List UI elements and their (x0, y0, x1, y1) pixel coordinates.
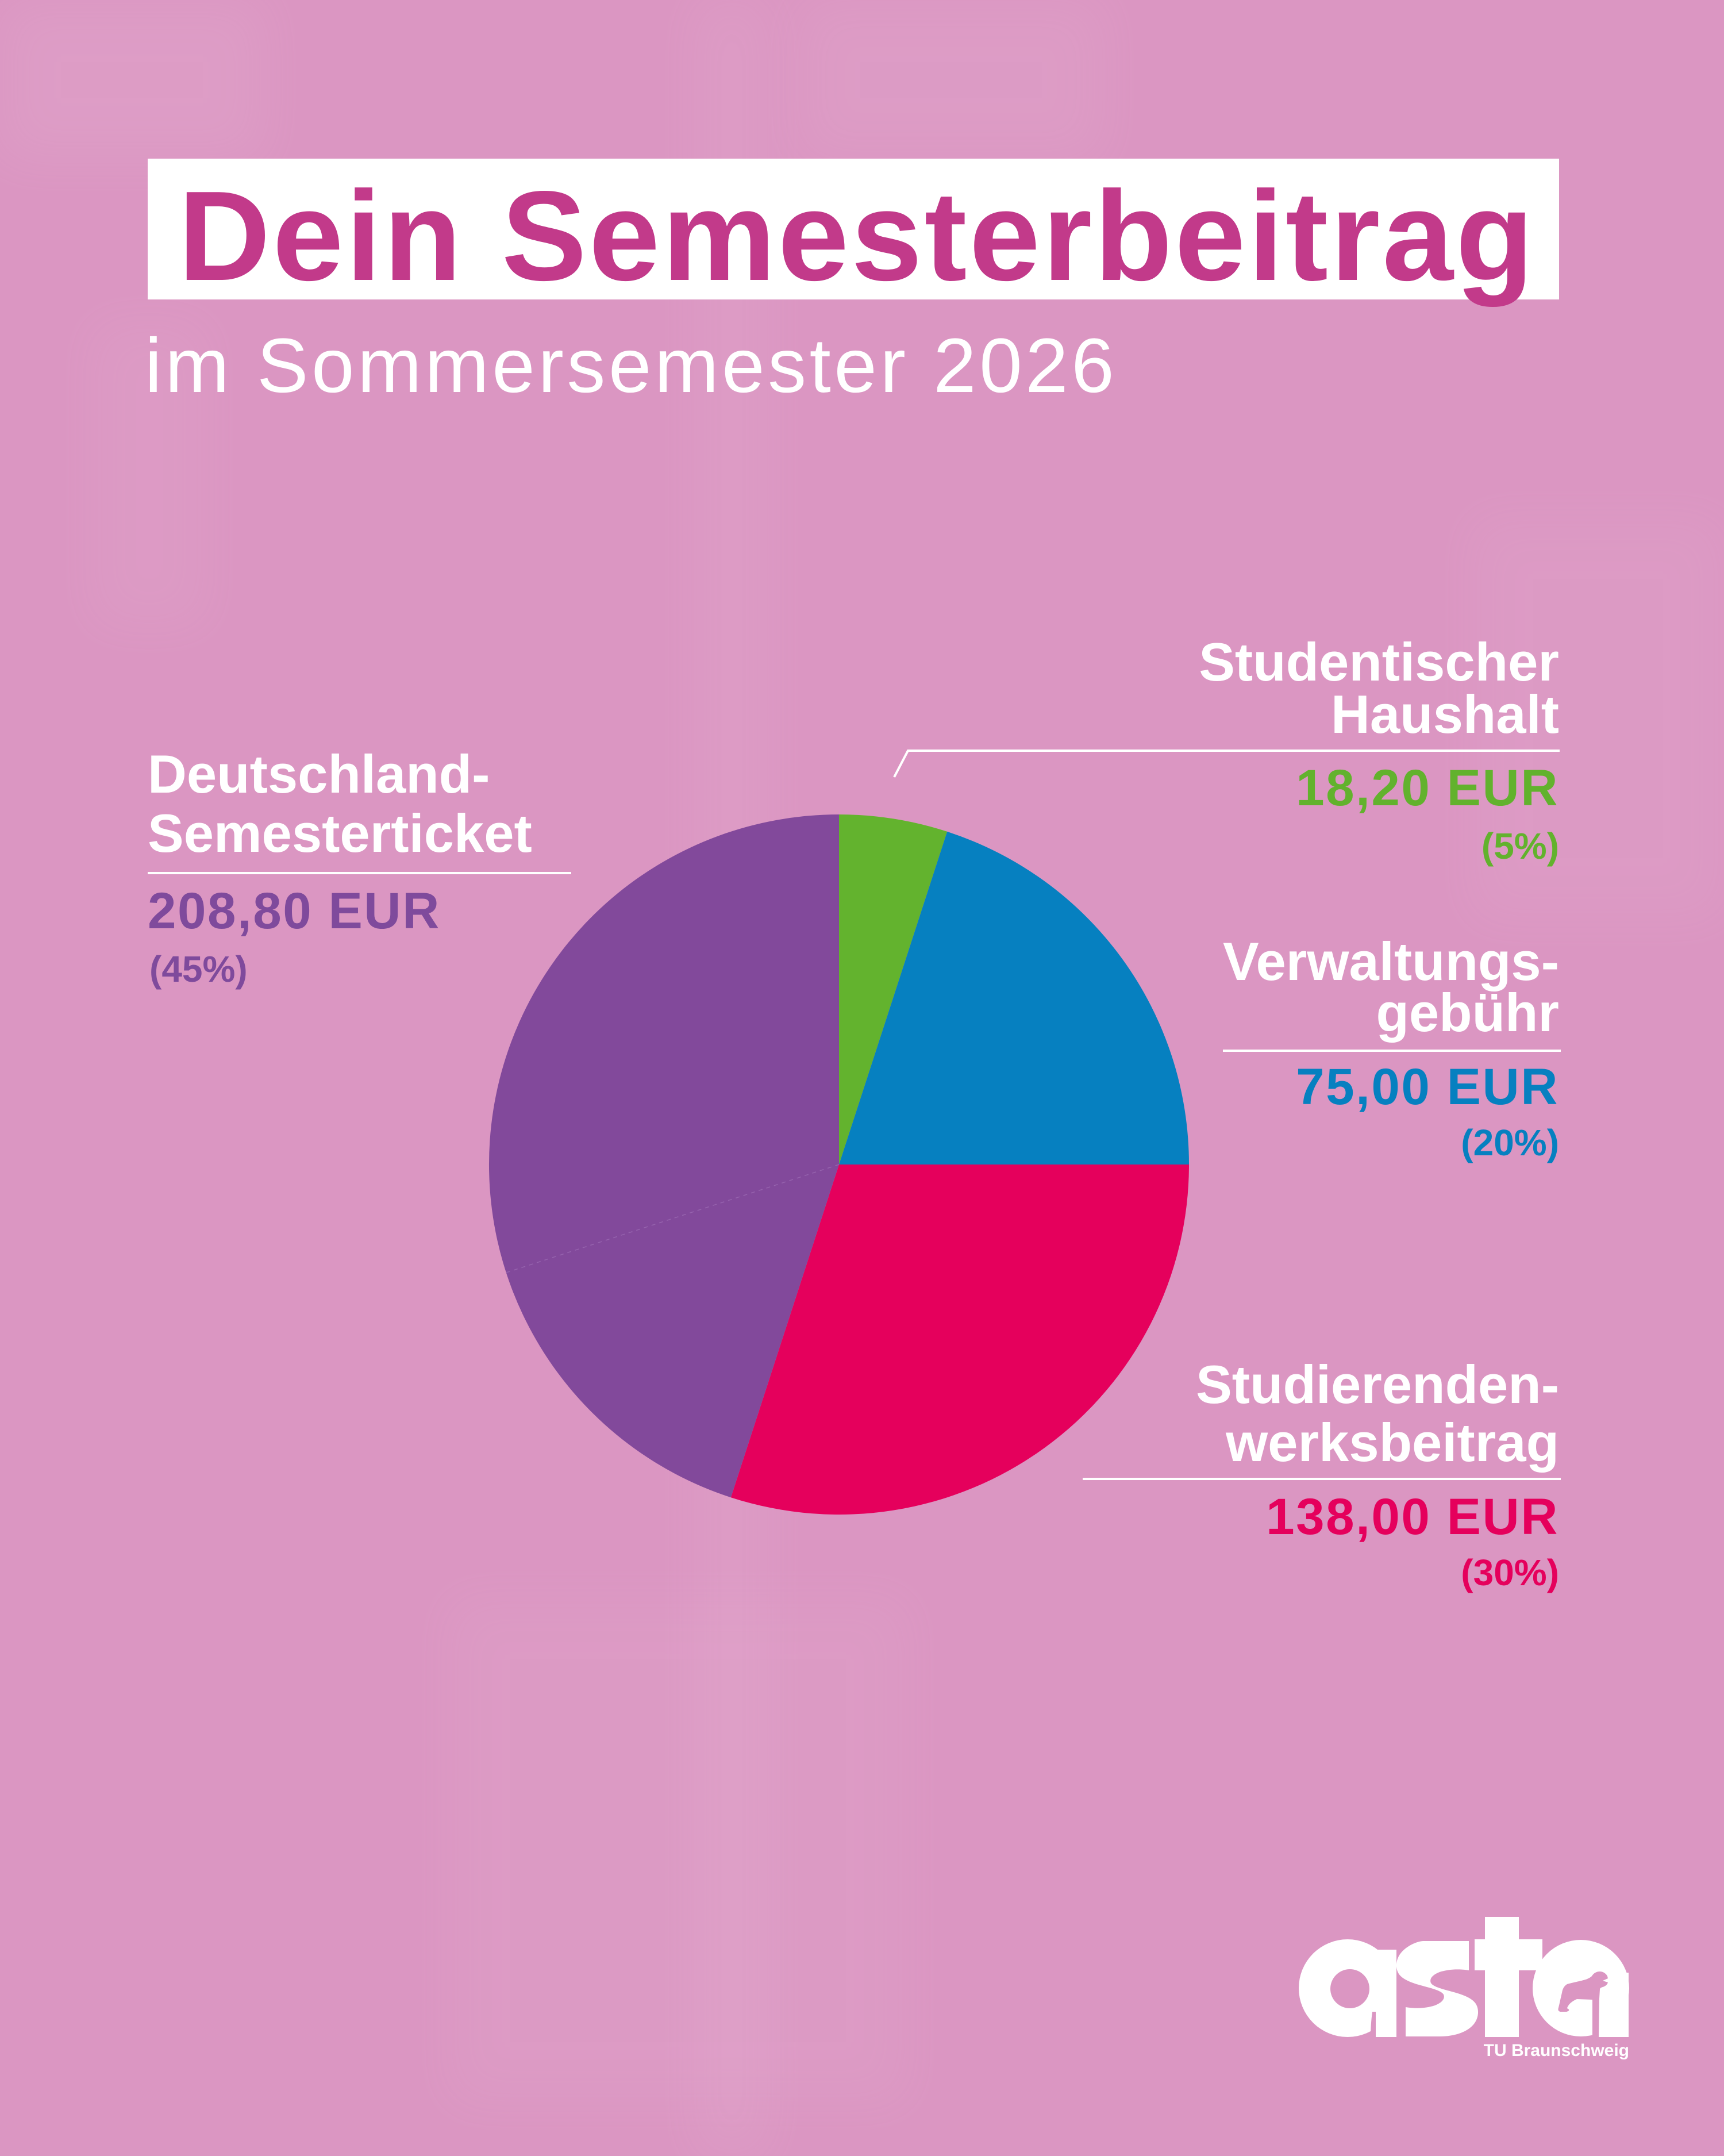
svg-text:TU Braunschweig: TU Braunschweig (1484, 2041, 1629, 2060)
